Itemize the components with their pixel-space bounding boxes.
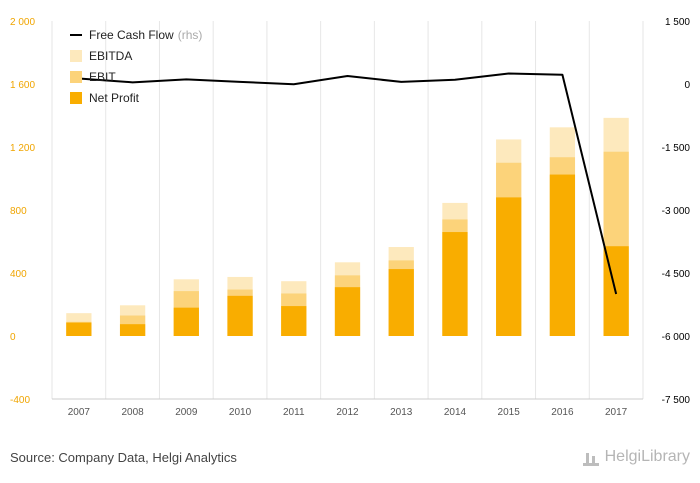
legend-label-net-profit: Net Profit [89, 90, 140, 105]
legend-item-free-cash-flow[interactable]: Free Cash Flow (rhs) [70, 24, 202, 45]
bar-net-profit [281, 306, 307, 336]
legend-item-ebit[interactable]: EBIT [70, 66, 202, 87]
y-right-tick-label: -3 000 [662, 206, 691, 217]
bar-net-profit [388, 269, 414, 336]
bar-net-profit [334, 287, 361, 336]
y-left-tick-label: -400 [10, 395, 30, 406]
y-left-tick-label: 0 [10, 332, 16, 343]
x-tick-label: 2012 [336, 407, 359, 418]
source-note: Source: Company Data, Helgi Analytics [10, 450, 237, 465]
line-free-cash-flow [78, 72, 618, 295]
legend-swatch-ebitda [70, 49, 82, 62]
bar-net-profit [227, 295, 253, 336]
legend-line-swatch [70, 33, 82, 36]
x-tick-label: 2017 [605, 407, 628, 418]
legend-rhs-note: (rhs) [177, 27, 203, 42]
bar-net-profit [66, 322, 92, 336]
legend-swatch-net-profit [70, 91, 82, 104]
x-tick-label: 2011 [283, 407, 305, 418]
brand-watermark: HelgiLibrary [582, 448, 690, 466]
brand-name: HelgiLibrary [604, 448, 690, 465]
y-left-tick-label: 800 [10, 206, 27, 217]
x-tick-label: 2009 [175, 407, 198, 418]
x-tick-label: 2010 [229, 407, 252, 418]
y-right-tick-label: 1 500 [665, 17, 690, 28]
x-tick-label: 2016 [551, 407, 574, 418]
bar-net-profit [442, 232, 468, 336]
x-tick-label: 2007 [68, 407, 91, 418]
bar-net-profit [496, 197, 522, 336]
legend-label-ebit: EBIT [89, 69, 116, 84]
legend-swatch-ebit [70, 70, 82, 83]
y-right-tick-label: -1 500 [662, 143, 691, 154]
y-left-tick-label: 400 [10, 269, 27, 280]
bar-net-profit [173, 307, 199, 336]
chart-legend: Free Cash Flow (rhs) EBITDA EBIT Net Pro… [70, 24, 202, 108]
y-left-tick-label: 1 200 [10, 143, 35, 154]
legend-label-ebitda: EBITDA [89, 48, 133, 63]
legend-item-net-profit[interactable]: Net Profit [70, 87, 202, 108]
y-right-tick-label: 0 [684, 80, 690, 91]
x-tick-label: 2015 [498, 407, 521, 418]
legend-item-ebitda[interactable]: EBITDA [70, 45, 202, 66]
y-right-tick-label: -4 500 [662, 269, 691, 280]
y-right-tick-label: -6 000 [662, 332, 691, 343]
library-icon [582, 449, 599, 466]
y-left-tick-label: 2 000 [10, 17, 35, 28]
y-right-tick-label: -7 500 [662, 395, 691, 406]
x-tick-label: 2014 [444, 407, 467, 418]
x-tick-label: 2008 [121, 407, 144, 418]
x-tick-label: 2013 [390, 407, 413, 418]
y-left-tick-label: 1 600 [10, 80, 35, 91]
legend-label-free-cash-flow: Free Cash Flow [89, 27, 174, 42]
bar-net-profit [549, 174, 576, 336]
bar-net-profit [119, 324, 146, 336]
